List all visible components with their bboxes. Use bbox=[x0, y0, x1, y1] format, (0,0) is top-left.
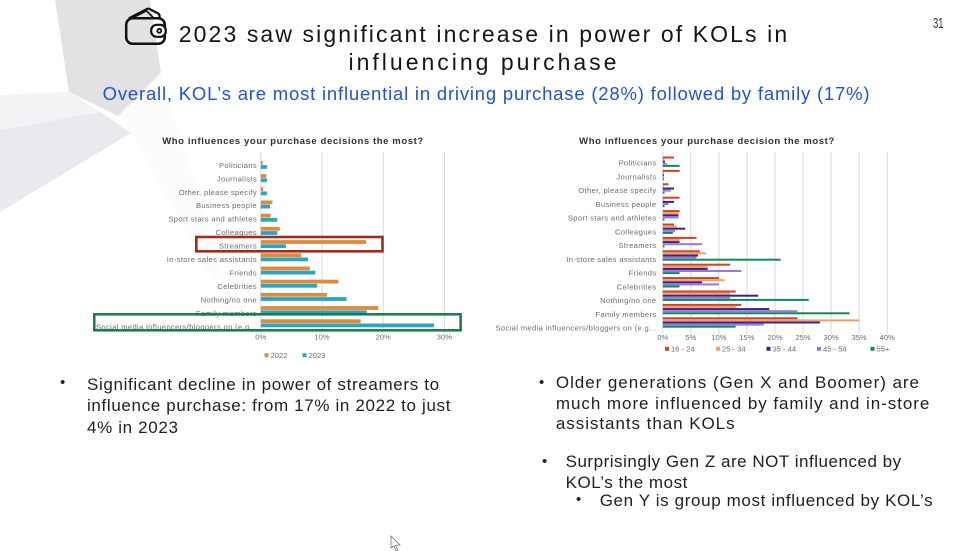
svg-text:35%: 35% bbox=[851, 333, 866, 342]
svg-text:Friends: Friends bbox=[629, 269, 657, 278]
svg-text:30%: 30% bbox=[823, 333, 838, 342]
svg-text:20%: 20% bbox=[376, 333, 391, 342]
svg-text:25 - 34: 25 - 34 bbox=[722, 345, 746, 354]
svg-text:30%: 30% bbox=[437, 333, 452, 342]
svg-text:In-store sales assistants: In-store sales assistants bbox=[167, 255, 257, 264]
svg-text:2023: 2023 bbox=[309, 351, 326, 360]
svg-text:Other, please specify: Other, please specify bbox=[179, 188, 257, 197]
svg-text:Friends: Friends bbox=[229, 269, 257, 278]
svg-text:Colleagues: Colleagues bbox=[615, 227, 657, 236]
svg-text:Nothing/no one: Nothing/no one bbox=[201, 295, 257, 304]
svg-text:55+: 55+ bbox=[877, 345, 890, 354]
svg-text:10%: 10% bbox=[314, 333, 329, 342]
svg-text:Sport stars and athletes: Sport stars and athletes bbox=[568, 214, 657, 223]
svg-text:Colleagues: Colleagues bbox=[216, 228, 258, 237]
svg-text:0%: 0% bbox=[657, 333, 668, 342]
svg-text:5%: 5% bbox=[685, 333, 696, 342]
svg-text:15%: 15% bbox=[739, 333, 754, 342]
svg-text:0%: 0% bbox=[255, 333, 266, 342]
svg-text:Business people: Business people bbox=[596, 200, 657, 209]
svg-text:16 - 24: 16 - 24 bbox=[671, 345, 695, 354]
svg-text:45 - 54: 45 - 54 bbox=[823, 345, 847, 354]
svg-text:35 - 44: 35 - 44 bbox=[773, 345, 797, 354]
svg-text:Celebrities: Celebrities bbox=[217, 282, 257, 291]
svg-text:In-store sales assistants: In-store sales assistants bbox=[566, 255, 656, 264]
svg-text:Sport stars and athletes: Sport stars and athletes bbox=[168, 215, 257, 224]
svg-text:10%: 10% bbox=[711, 333, 726, 342]
svg-text:Social media influencers/blogg: Social media influencers/bloggers on (e.… bbox=[495, 324, 656, 333]
svg-text:Streamers: Streamers bbox=[219, 242, 257, 251]
svg-text:Social media influencers/blogg: Social media influencers/bloggers on (e.… bbox=[96, 322, 257, 331]
svg-text:Politicians: Politicians bbox=[219, 161, 257, 170]
svg-text:40%: 40% bbox=[880, 333, 895, 342]
svg-text:2022: 2022 bbox=[271, 351, 288, 360]
svg-text:Journalists: Journalists bbox=[616, 172, 656, 181]
svg-text:Business people: Business people bbox=[196, 201, 257, 210]
svg-text:Celebrities: Celebrities bbox=[617, 282, 657, 291]
svg-text:Family members: Family members bbox=[595, 310, 656, 319]
svg-text:Journalists: Journalists bbox=[217, 174, 257, 183]
svg-text:Politicians: Politicians bbox=[618, 159, 656, 168]
svg-text:20%: 20% bbox=[767, 333, 782, 342]
svg-text:Other, please specify: Other, please specify bbox=[578, 186, 656, 195]
svg-text:25%: 25% bbox=[795, 333, 810, 342]
svg-text:Nothing/no one: Nothing/no one bbox=[600, 296, 656, 305]
svg-text:Streamers: Streamers bbox=[618, 241, 656, 250]
